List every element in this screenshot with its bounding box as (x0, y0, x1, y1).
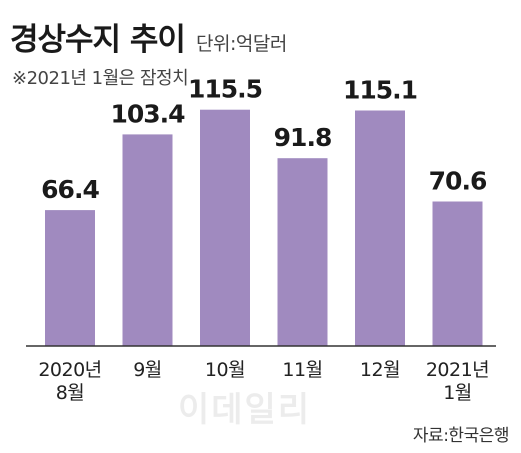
watermark: 이데일리 (178, 390, 312, 430)
x-tick-label-5-1: 1월 (443, 382, 472, 404)
x-tick-label-3-0: 11월 (282, 359, 322, 381)
value-label-0: 66.4 (41, 175, 99, 204)
bar-4 (355, 110, 405, 346)
chart-title: 경상수지 추이 (10, 22, 186, 58)
value-label-2: 115.5 (188, 75, 262, 104)
bar-0 (45, 210, 95, 346)
x-tick-label-5-0: 2021년 (426, 359, 489, 381)
source-label: 자료:한국은행 (412, 426, 510, 446)
bars (45, 109, 483, 346)
value-label-5: 70.6 (429, 167, 487, 196)
value-label-3: 91.8 (274, 123, 332, 152)
chart-header: 경상수지 추이 단위:억달러 (10, 14, 287, 59)
value-label-4: 115.1 (343, 76, 417, 105)
x-tick-label-1-0: 9월 (133, 359, 162, 381)
x-tick-label-4-0: 12월 (360, 359, 400, 381)
x-tick-label-0-1: 8월 (56, 382, 85, 404)
x-tick-label-0-0: 2020년 (38, 359, 101, 381)
value-label-1: 103.4 (110, 99, 185, 128)
chart-note: ※2021년 1월은 잠정치 (12, 68, 189, 89)
bar-5 (432, 201, 483, 346)
x-tick-label-2-0: 10월 (205, 359, 245, 381)
bar-1 (122, 134, 173, 346)
bar-3 (277, 158, 328, 346)
unit-label: 단위:억달러 (196, 33, 287, 55)
bar-2 (200, 109, 250, 346)
